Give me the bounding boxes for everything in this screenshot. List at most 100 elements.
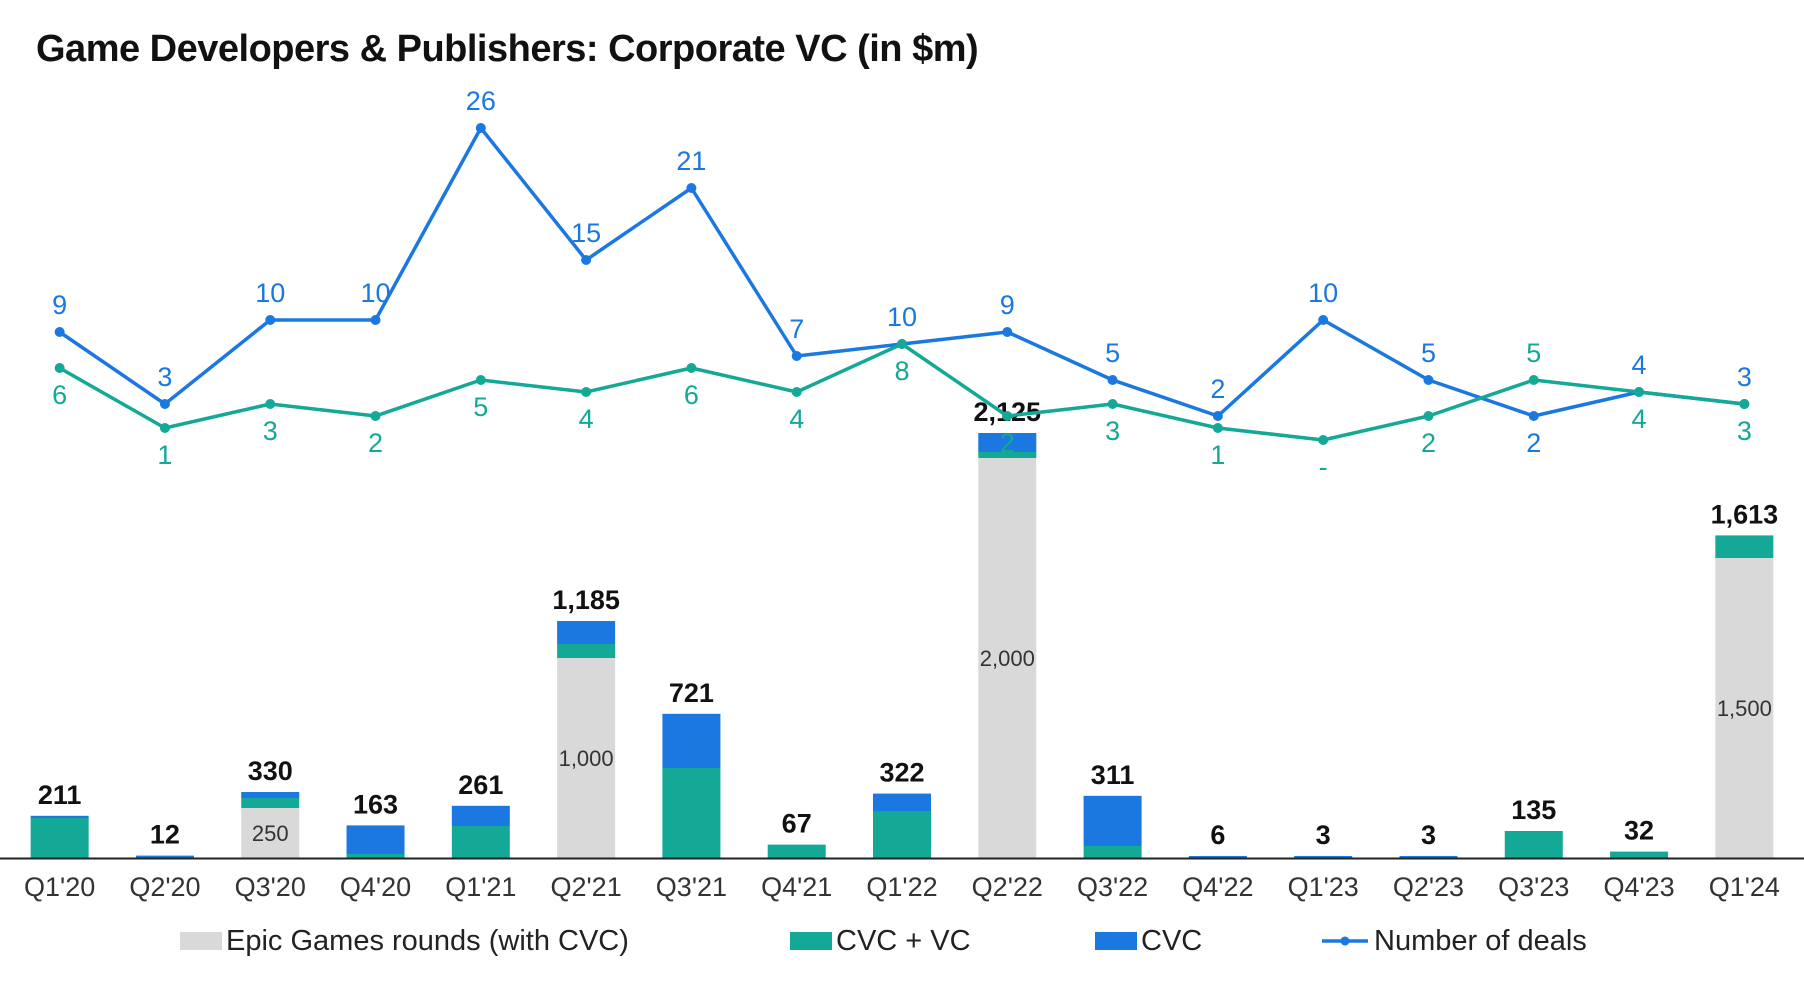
deals-label-cvc: 3 <box>1737 362 1752 392</box>
deals-label-cvc-vc: 4 <box>789 404 804 434</box>
bar-epic <box>557 658 616 858</box>
x-tick-label: Q3'21 <box>656 872 727 902</box>
deals-point-cvc-vc <box>1739 399 1750 409</box>
deals-label-cvc: 10 <box>255 278 285 308</box>
deals-point-cvc <box>1528 411 1539 421</box>
x-tick-label: Q4'22 <box>1182 872 1253 902</box>
deals-label-cvc-vc: - <box>1319 452 1328 482</box>
x-tick-label: Q3'20 <box>235 872 306 902</box>
bar-epic <box>1715 558 1774 858</box>
bar-cvc <box>241 792 300 798</box>
bar-total-label: 721 <box>669 678 714 708</box>
deals-point-cvc-vc <box>54 363 65 373</box>
deals-label-cvc: 15 <box>571 218 601 248</box>
legend-swatch-epic <box>180 932 222 950</box>
deals-label-cvc: 9 <box>52 290 67 320</box>
x-tick-label: Q1'23 <box>1288 872 1359 902</box>
bar-cvc <box>662 713 721 768</box>
deals-label-cvc: 3 <box>157 362 172 392</box>
deals-point-cvc-vc <box>265 399 276 409</box>
deals-point-cvc <box>1423 375 1434 385</box>
deals-label-cvc-vc: 5 <box>1526 338 1541 368</box>
epic-value-label: 2,000 <box>980 646 1035 671</box>
bar-cvc-vc <box>346 854 405 858</box>
bar-cvc <box>873 793 931 812</box>
bar-cvc <box>1294 856 1353 858</box>
deals-label-cvc-vc: 3 <box>1105 416 1120 446</box>
bar-cvc-vc <box>1610 851 1669 858</box>
bar-cvc <box>1188 856 1247 858</box>
deals-label-cvc: 2 <box>1526 428 1541 458</box>
deals-label-cvc: 5 <box>1421 338 1436 368</box>
deals-label-cvc-vc: 2 <box>1000 428 1015 458</box>
deals-point-cvc-vc <box>1634 387 1645 397</box>
deals-label-cvc: 4 <box>1632 350 1647 380</box>
deals-point-cvc <box>791 351 802 361</box>
deals-point-cvc <box>686 183 697 193</box>
deals-point-cvc-vc <box>1002 411 1013 421</box>
deals-point-cvc-vc <box>159 423 170 433</box>
deals-point-cvc <box>475 123 486 133</box>
bar-total-label: 163 <box>353 789 398 819</box>
x-tick-label: Q4'21 <box>761 872 832 902</box>
epic-value-label: 250 <box>252 821 289 846</box>
deals-label-cvc: 10 <box>361 278 391 308</box>
deals-point-cvc-vc <box>1528 375 1539 385</box>
bar-epic <box>241 808 300 858</box>
x-tick-label: Q2'23 <box>1393 872 1464 902</box>
bar-total-label: 211 <box>38 780 82 810</box>
bar-total-label: 135 <box>1511 795 1556 825</box>
bar-cvc-vc <box>451 826 510 858</box>
deals-label-cvc: 26 <box>466 86 496 116</box>
deals-label-cvc-vc: 4 <box>579 404 594 434</box>
x-tick-label: Q2'21 <box>551 872 622 902</box>
deals-label-cvc-vc: 2 <box>1421 428 1436 458</box>
bar-epic <box>978 458 1037 858</box>
epic-value-label: 1,000 <box>559 746 614 771</box>
x-tick-label: Q3'23 <box>1498 872 1569 902</box>
x-tick-label: Q2'22 <box>972 872 1043 902</box>
deals-label-cvc-vc: 8 <box>894 356 909 386</box>
deals-label-cvc-vc: 1 <box>1210 440 1225 470</box>
bar-total-label: 311 <box>1091 760 1135 790</box>
bar-cvc-vc <box>241 798 300 808</box>
x-tick-label: Q4'20 <box>340 872 411 902</box>
deals-label-cvc: 5 <box>1105 338 1120 368</box>
legend-swatch-cvc-vc <box>790 932 832 950</box>
legend-marker-deals <box>1340 936 1350 946</box>
bar-total-label: 261 <box>458 770 503 800</box>
deals-label-cvc: 9 <box>1000 290 1015 320</box>
bar-cvc <box>1083 795 1142 846</box>
bar-total-label: 330 <box>248 756 293 786</box>
deals-point-cvc-vc <box>686 363 697 373</box>
deals-point-cvc <box>1107 375 1118 385</box>
x-tick-label: Q1'20 <box>24 872 95 902</box>
bar-total-label: 12 <box>150 820 180 850</box>
bar-cvc <box>978 433 1037 452</box>
deals-point-cvc <box>1002 327 1013 337</box>
bar-total-label: 3 <box>1421 820 1436 850</box>
bar-cvc-vc <box>662 768 721 858</box>
deals-point-cvc <box>1318 315 1329 325</box>
deals-label-cvc: 10 <box>1308 278 1338 308</box>
deals-label-cvc-vc: 6 <box>684 380 699 410</box>
bar-total-label: 3 <box>1316 820 1331 850</box>
deals-label-cvc-vc: 1 <box>157 440 172 470</box>
deals-point-cvc-vc <box>791 387 802 397</box>
epic-value-label: 1,500 <box>1717 696 1772 721</box>
bar-total-label: 322 <box>879 758 924 788</box>
deals-point-cvc <box>581 255 592 265</box>
bar-cvc-vc <box>1715 535 1774 558</box>
bar-cvc <box>135 855 194 858</box>
deals-point-cvc <box>1212 411 1223 421</box>
x-tick-label: Q3'22 <box>1077 872 1148 902</box>
x-tick-label: Q4'23 <box>1603 872 1674 902</box>
chart-title: Game Developers & Publishers: Corporate … <box>36 28 979 70</box>
bar-cvc <box>30 815 89 818</box>
deals-point-cvc-vc <box>1318 435 1329 445</box>
legend-label-deals: Number of deals <box>1374 925 1587 957</box>
bar-cvc <box>1399 856 1458 858</box>
deals-label-cvc-vc: 4 <box>1632 404 1647 434</box>
deals-label-cvc: 10 <box>887 302 917 332</box>
